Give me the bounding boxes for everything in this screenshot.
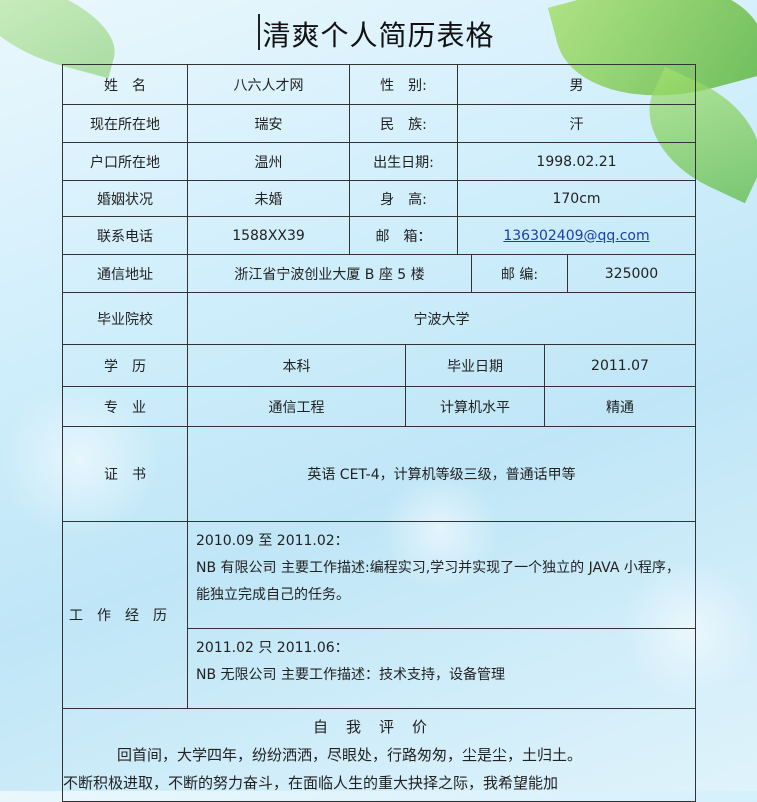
height-value: 170cm xyxy=(457,180,696,217)
experience-entry-1: 2010.09 至 2011.02： NB 有限公司 主要工作描述:编程实习,学… xyxy=(187,521,696,629)
experience-label: 工作经历 xyxy=(62,521,188,709)
self-eval-heading: 自我评价 xyxy=(312,718,445,736)
experience-desc-1: NB 有限公司 主要工作描述:编程实习,学习并实现了一个独立的 JAVA 小程序… xyxy=(196,560,680,603)
page-title: 清爽个人简历表格 xyxy=(262,19,495,52)
name-value: 八六人才网 xyxy=(187,64,350,105)
computer-value: 精通 xyxy=(544,386,696,427)
cert-label: 证 书 xyxy=(62,426,188,522)
row-hukou: 户口所在地 温州 出生日期: 1998.02.21 xyxy=(62,142,696,181)
row-school: 毕业院校 宁波大学 xyxy=(62,292,696,345)
name-label: 姓 名 xyxy=(62,64,188,105)
gradate-label: 毕业日期 xyxy=(405,344,545,387)
resume-table: 姓 名 八六人才网 性 别: 男 现在所在地 瑞安 民 族: 汗 户口所在地 温… xyxy=(62,64,696,802)
experience-period-1: 2010.09 至 2011.02： xyxy=(196,533,349,549)
row-major: 专 业 通信工程 计算机水平 精通 xyxy=(62,386,696,427)
location-label: 现在所在地 xyxy=(62,104,188,143)
email-label: 邮 箱： xyxy=(349,216,458,255)
address-label: 通信地址 xyxy=(62,254,188,293)
gender-value: 男 xyxy=(457,64,696,105)
row-location: 现在所在地 瑞安 民 族: 汗 xyxy=(62,104,696,143)
row-marital: 婚姻状况 未婚 身 高: 170cm xyxy=(62,180,696,217)
row-degree: 学 历 本科 毕业日期 2011.07 xyxy=(62,344,696,387)
school-label: 毕业院校 xyxy=(62,292,188,345)
cert-value: 英语 CET-4，计算机等级三级，普通话甲等 xyxy=(187,426,696,522)
degree-value: 本科 xyxy=(187,344,406,387)
major-value: 通信工程 xyxy=(187,386,406,427)
gender-label: 性 别: xyxy=(349,64,458,105)
zip-value: 325000 xyxy=(567,254,696,293)
degree-label: 学 历 xyxy=(62,344,188,387)
height-label: 身 高: xyxy=(349,180,458,217)
birth-value: 1998.02.21 xyxy=(457,142,696,181)
row-experience-1: 工作经历 2010.09 至 2011.02： NB 有限公司 主要工作描述:编… xyxy=(62,521,696,709)
computer-label: 计算机水平 xyxy=(405,386,545,427)
phone-value: 1588XX39 xyxy=(187,216,350,255)
experience-desc-2: NB 无限公司 主要工作描述：技术支持，设备管理 xyxy=(196,667,505,683)
experience-entry-2: 2011.02 只 2011.06： NB 无限公司 主要工作描述：技术支持，设… xyxy=(187,628,696,709)
self-eval-cell: 自我评价 回首间，大学四年，纷纷洒洒，尽眼处，行路匆匆，尘是尘，土归土。 不断积… xyxy=(62,708,696,802)
ethnic-label: 民 族: xyxy=(349,104,458,143)
email-link[interactable]: 136302409@qq.com xyxy=(503,227,650,244)
row-name: 姓 名 八六人才网 性 别: 男 xyxy=(62,64,696,105)
major-label: 专 业 xyxy=(62,386,188,427)
hukou-label: 户口所在地 xyxy=(62,142,188,181)
gradate-value: 2011.07 xyxy=(544,344,696,387)
row-self-eval: 自我评价 回首间，大学四年，纷纷洒洒，尽眼处，行路匆匆，尘是尘，土归土。 不断积… xyxy=(62,708,696,802)
marital-value: 未婚 xyxy=(187,180,350,217)
experience-period-2: 2011.02 只 2011.06： xyxy=(196,640,349,656)
email-value: 136302409@qq.com xyxy=(457,216,696,255)
address-value: 浙江省宁波创业大厦 B 座 5 楼 xyxy=(187,254,472,293)
birth-label: 出生日期: xyxy=(349,142,458,181)
ethnic-value: 汗 xyxy=(457,104,696,143)
text-cursor xyxy=(258,14,260,50)
marital-label: 婚姻状况 xyxy=(62,180,188,217)
row-phone: 联系电话 1588XX39 邮 箱： 136302409@qq.com xyxy=(62,216,696,255)
location-value: 瑞安 xyxy=(187,104,350,143)
row-cert: 证 书 英语 CET-4，计算机等级三级，普通话甲等 xyxy=(62,426,696,522)
school-value: 宁波大学 xyxy=(187,292,696,345)
zip-label: 邮 编: xyxy=(471,254,568,293)
hukou-value: 温州 xyxy=(187,142,350,181)
self-eval-line-2: 不断积极进取，不断的努力奋斗，在面临人生的重大抉择之际，我希望能加 xyxy=(63,774,559,792)
phone-label: 联系电话 xyxy=(62,216,188,255)
row-address: 通信地址 浙江省宁波创业大厦 B 座 5 楼 邮 编: 325000 xyxy=(62,254,696,293)
self-eval-line-1: 回首间，大学四年，纷纷洒洒，尽眼处，行路匆匆，尘是尘，土归土。 xyxy=(117,746,583,764)
